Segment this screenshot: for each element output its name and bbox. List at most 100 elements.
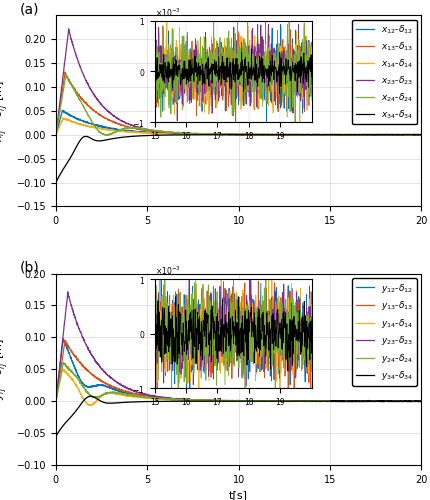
- $y_{23}$-$\delta_{23}$: [419, 398, 424, 404]
- $y_{24}$-$\delta_{24}$: [326, 398, 331, 404]
- $y_{23}$-$\delta_{23}$: [65, 289, 71, 295]
- $y_{23}$-$\delta_{23}$: [175, 396, 180, 402]
- $x_{24}$-$\delta_{24}$: [175, 130, 180, 136]
- $x_{12}$-$\delta_{12}$: [241, 132, 246, 138]
- $x_{23}$-$\delta_{23}$: [341, 132, 346, 138]
- $x_{34}$-$\delta_{34}$: [293, 132, 298, 138]
- Line: $y_{34}$-$\delta_{34}$: $y_{34}$-$\delta_{34}$: [56, 396, 421, 436]
- $y_{14}$-$\delta_{14}$: [88, 402, 93, 408]
- $y_{13}$-$\delta_{13}$: [326, 398, 331, 404]
- $x_{12}$-$\delta_{12}$: [326, 132, 331, 138]
- Line: $y_{12}$-$\delta_{12}$: $y_{12}$-$\delta_{12}$: [56, 338, 421, 402]
- $x_{12}$-$\delta_{12}$: [60, 108, 65, 114]
- $y_{14}$-$\delta_{14}$: [241, 398, 246, 404]
- $x_{34}$-$\delta_{34}$: [326, 132, 331, 138]
- $y_{12}$-$\delta_{12}$: [53, 397, 58, 403]
- $y_{14}$-$\delta_{14}$: [53, 396, 58, 402]
- $y_{13}$-$\delta_{13}$: [419, 398, 424, 404]
- Text: (b): (b): [19, 260, 39, 274]
- $y_{24}$-$\delta_{24}$: [293, 398, 298, 404]
- $x_{24}$-$\delta_{24}$: [63, 72, 68, 78]
- X-axis label: t[s]: t[s]: [229, 490, 248, 500]
- Y-axis label: $y_{ij} - \delta_{ij}^y$ [m]: $y_{ij} - \delta_{ij}^y$ [m]: [0, 338, 11, 400]
- $x_{13}$-$\delta_{13}$: [419, 132, 424, 138]
- $y_{34}$-$\delta_{34}$: [326, 398, 331, 404]
- $y_{23}$-$\delta_{23}$: [293, 398, 298, 404]
- $y_{14}$-$\delta_{14}$: [175, 397, 180, 403]
- $x_{13}$-$\delta_{13}$: [175, 130, 180, 136]
- $x_{13}$-$\delta_{13}$: [293, 132, 298, 138]
- $y_{14}$-$\delta_{14}$: [326, 398, 331, 404]
- $x_{12}$-$\delta_{12}$: [53, 132, 58, 138]
- $x_{12}$-$\delta_{12}$: [175, 130, 180, 136]
- $x_{24}$-$\delta_{24}$: [419, 132, 424, 138]
- Line: $x_{13}$-$\delta_{13}$: $x_{13}$-$\delta_{13}$: [56, 72, 421, 135]
- $y_{24}$-$\delta_{24}$: [61, 360, 66, 366]
- $y_{34}$-$\delta_{34}$: [419, 398, 424, 404]
- $x_{13}$-$\delta_{13}$: [53, 130, 58, 136]
- Line: $y_{23}$-$\delta_{23}$: $y_{23}$-$\delta_{23}$: [56, 292, 421, 402]
- Legend: $x_{12}$-$\delta_{12}$, $x_{13}$-$\delta_{13}$, $x_{14}$-$\delta_{14}$, $x_{23}$: $x_{12}$-$\delta_{12}$, $x_{13}$-$\delta…: [352, 20, 417, 124]
- $y_{13}$-$\delta_{13}$: [293, 398, 298, 404]
- $x_{13}$-$\delta_{13}$: [62, 69, 68, 75]
- $y_{34}$-$\delta_{34}$: [87, 393, 92, 399]
- $y_{13}$-$\delta_{13}$: [344, 398, 350, 404]
- $x_{14}$-$\delta_{14}$: [241, 132, 246, 138]
- $x_{34}$-$\delta_{34}$: [384, 132, 389, 138]
- Line: $x_{34}$-$\delta_{34}$: $x_{34}$-$\delta_{34}$: [56, 134, 421, 182]
- $y_{23}$-$\delta_{23}$: [53, 397, 58, 403]
- $x_{23}$-$\delta_{23}$: [241, 132, 246, 138]
- $x_{34}$-$\delta_{34}$: [53, 179, 58, 185]
- $x_{34}$-$\delta_{34}$: [419, 132, 424, 138]
- $y_{12}$-$\delta_{12}$: [419, 398, 424, 404]
- $x_{13}$-$\delta_{13}$: [326, 132, 331, 138]
- $y_{23}$-$\delta_{23}$: [344, 398, 350, 404]
- $y_{24}$-$\delta_{24}$: [175, 396, 180, 402]
- $y_{13}$-$\delta_{13}$: [53, 398, 58, 404]
- $y_{24}$-$\delta_{24}$: [337, 399, 342, 405]
- $y_{14}$-$\delta_{14}$: [345, 398, 350, 404]
- $x_{23}$-$\delta_{23}$: [66, 26, 71, 32]
- $x_{14}$-$\delta_{14}$: [61, 115, 66, 121]
- $x_{34}$-$\delta_{34}$: [241, 132, 246, 138]
- $y_{34}$-$\delta_{34}$: [293, 398, 298, 404]
- $x_{23}$-$\delta_{23}$: [326, 132, 331, 138]
- $y_{34}$-$\delta_{34}$: [53, 434, 58, 440]
- Legend: $y_{12}$-$\delta_{12}$, $y_{13}$-$\delta_{13}$, $y_{14}$-$\delta_{14}$, $y_{23}$: $y_{12}$-$\delta_{12}$, $y_{13}$-$\delta…: [352, 278, 417, 386]
- $y_{24}$-$\delta_{24}$: [419, 398, 424, 404]
- $x_{23}$-$\delta_{23}$: [345, 132, 350, 138]
- $y_{34}$-$\delta_{34}$: [344, 398, 350, 404]
- $x_{24}$-$\delta_{24}$: [53, 130, 58, 136]
- $x_{12}$-$\delta_{12}$: [344, 132, 350, 138]
- $x_{24}$-$\delta_{24}$: [326, 132, 331, 138]
- Line: $x_{24}$-$\delta_{24}$: $x_{24}$-$\delta_{24}$: [56, 74, 421, 135]
- $y_{23}$-$\delta_{23}$: [241, 398, 246, 404]
- Line: $x_{23}$-$\delta_{23}$: $x_{23}$-$\delta_{23}$: [56, 29, 421, 135]
- $y_{13}$-$\delta_{13}$: [175, 396, 180, 402]
- $x_{24}$-$\delta_{24}$: [104, 132, 110, 138]
- $x_{23}$-$\delta_{23}$: [293, 132, 298, 138]
- $y_{14}$-$\delta_{14}$: [60, 366, 65, 372]
- $x_{14}$-$\delta_{14}$: [53, 131, 58, 137]
- $x_{14}$-$\delta_{14}$: [293, 132, 298, 138]
- $x_{34}$-$\delta_{34}$: [53, 180, 58, 186]
- Line: $y_{14}$-$\delta_{14}$: $y_{14}$-$\delta_{14}$: [56, 369, 421, 406]
- $y_{12}$-$\delta_{12}$: [326, 398, 331, 404]
- $y_{12}$-$\delta_{12}$: [346, 399, 351, 405]
- Text: (a): (a): [19, 2, 39, 16]
- $y_{14}$-$\delta_{14}$: [53, 398, 58, 404]
- $y_{14}$-$\delta_{14}$: [419, 398, 424, 404]
- $x_{34}$-$\delta_{34}$: [344, 132, 350, 138]
- $y_{13}$-$\delta_{13}$: [53, 398, 58, 404]
- $x_{12}$-$\delta_{12}$: [393, 132, 398, 138]
- $x_{13}$-$\delta_{13}$: [344, 132, 350, 138]
- $y_{23}$-$\delta_{23}$: [381, 399, 386, 405]
- $x_{14}$-$\delta_{14}$: [175, 131, 180, 137]
- $x_{23}$-$\delta_{23}$: [419, 132, 424, 138]
- $y_{12}$-$\delta_{12}$: [293, 398, 298, 404]
- $y_{23}$-$\delta_{23}$: [53, 396, 58, 402]
- $x_{24}$-$\delta_{24}$: [241, 132, 246, 138]
- $x_{24}$-$\delta_{24}$: [345, 132, 350, 138]
- $y_{13}$-$\delta_{13}$: [241, 398, 246, 404]
- $x_{13}$-$\delta_{13}$: [241, 132, 246, 138]
